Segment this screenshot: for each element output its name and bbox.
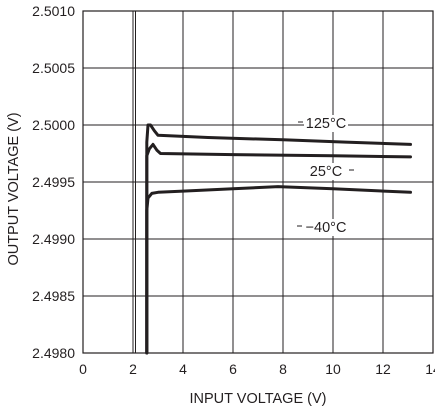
y-tick-label: 2.4990 <box>32 231 75 247</box>
y-tick-label: 2.5010 <box>32 3 75 19</box>
x-tick-label: 4 <box>179 361 187 377</box>
y-tick-label: 2.4980 <box>32 345 75 361</box>
x-tick-label: 2 <box>129 361 137 377</box>
series-label-backdrop <box>304 163 348 180</box>
series-label: 25°C <box>310 164 342 180</box>
series-label-backdrop <box>304 219 348 236</box>
x-tick-label: 12 <box>375 361 391 377</box>
x-tick-label: 6 <box>229 361 237 377</box>
series-label: 125°C <box>306 116 346 132</box>
series-labels: 125°C 25°C −40°C <box>304 115 348 236</box>
series-line-1 <box>145 142 412 355</box>
data-series <box>145 123 412 355</box>
x-tick-labels: 0 2 4 6 8 10 12 14 <box>79 361 435 377</box>
y-axis-title: OUTPUT VOLTAGE (V) <box>6 112 22 265</box>
y-tick-labels: 2.4980 2.4985 2.4990 2.4995 2.5000 2.5005 2.50… <box>32 3 75 361</box>
series-label: −40°C <box>306 220 347 236</box>
y-tick-label: 2.4985 <box>32 288 75 304</box>
x-tick-label: 10 <box>325 361 341 377</box>
grid-lines <box>82 10 434 354</box>
series-line-2 <box>145 185 412 355</box>
series-line-0 <box>145 123 412 355</box>
x-tick-label: 14 <box>425 361 435 377</box>
x-tick-label: 0 <box>79 361 87 377</box>
plot-frame <box>82 10 434 354</box>
series-label-backdrop <box>304 115 348 132</box>
x-tick-label: 8 <box>279 361 287 377</box>
x-axis-title: INPUT VOLTAGE (V) <box>190 391 327 407</box>
y-tick-label: 2.5000 <box>32 117 75 133</box>
label-leader-lines <box>297 121 354 227</box>
y-tick-label: 2.5005 <box>32 60 75 76</box>
y-tick-label: 2.4995 <box>32 174 75 190</box>
